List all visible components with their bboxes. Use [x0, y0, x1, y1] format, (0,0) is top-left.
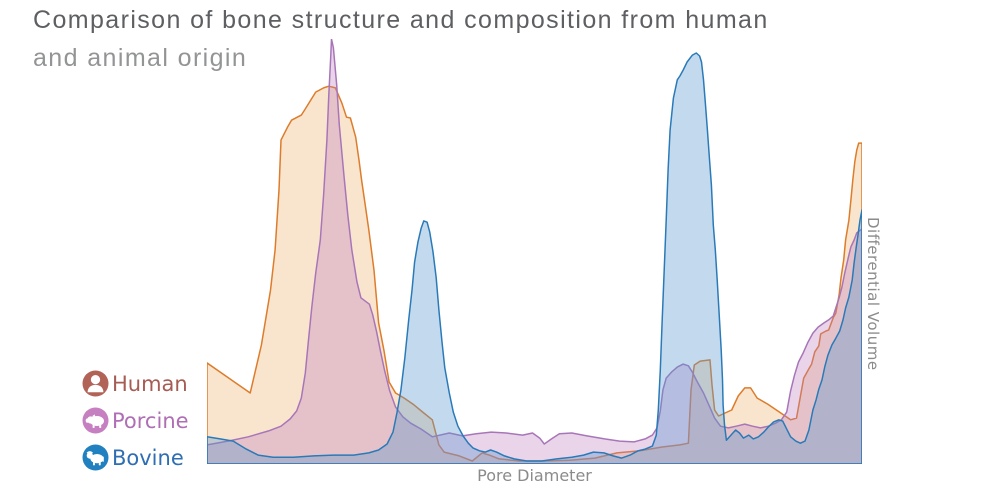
chart-title-line1: Comparison of bone structure and composi…: [33, 6, 769, 34]
cow-icon: [82, 444, 109, 471]
pig-icon: [82, 407, 109, 434]
chart-title-line2: and animal origin: [33, 44, 248, 72]
legend-label-bovine: Bovine: [112, 445, 184, 470]
chart-title: Comparison of bone structure and composi…: [33, 1, 769, 77]
human-area-series[interactable]: [207, 86, 862, 464]
legend-label-porcine: Porcine: [112, 408, 189, 433]
porcine-area-series[interactable]: [207, 39, 862, 464]
legend-item-human[interactable]: Human: [82, 369, 189, 398]
person-icon: [82, 370, 109, 397]
legend-item-bovine[interactable]: Bovine: [82, 443, 189, 472]
x-axis-label: Pore Diameter: [477, 466, 592, 485]
area-chart[interactable]: [207, 39, 862, 464]
legend-item-porcine[interactable]: Porcine: [82, 406, 189, 435]
y-axis-label: Differential Volume: [864, 217, 882, 371]
legend: Human Porcine: [82, 369, 189, 480]
bovine-area-series[interactable]: [207, 53, 862, 464]
legend-label-human: Human: [112, 371, 188, 396]
